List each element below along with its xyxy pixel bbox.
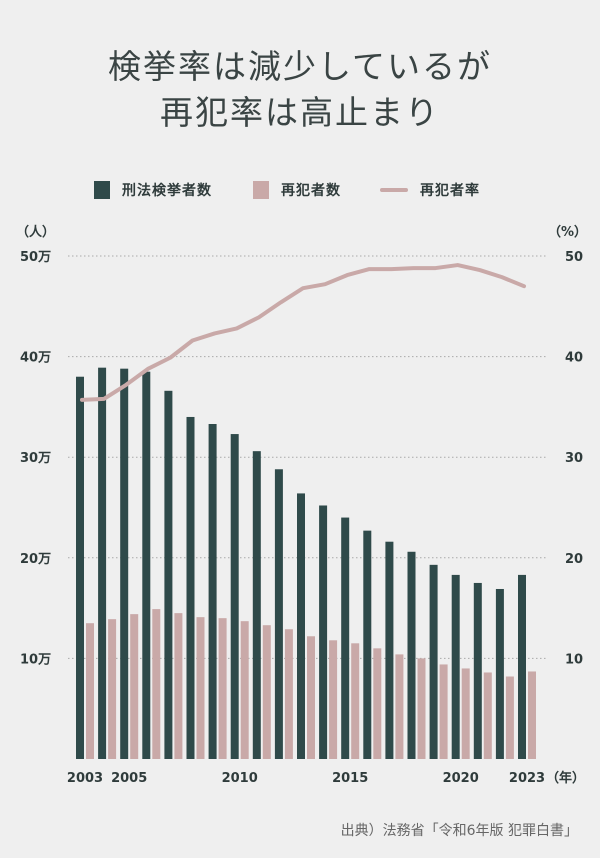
bar-repeat-2004 bbox=[108, 619, 117, 759]
legend-label-rate: 再犯者率 bbox=[420, 183, 480, 199]
bar-repeat-2013 bbox=[307, 636, 315, 759]
bar-arrests-2006 bbox=[142, 371, 151, 759]
x-tick-label: 2023 bbox=[509, 771, 545, 786]
bar-repeat-2007 bbox=[174, 613, 183, 759]
bar-repeat-2019 bbox=[439, 664, 448, 759]
bar-arrests-2004 bbox=[98, 367, 107, 759]
x-axis-unit: （年） bbox=[546, 770, 585, 786]
bar-repeat-2020 bbox=[461, 668, 470, 759]
right-tick-label: 30 bbox=[565, 451, 583, 466]
source-note: 出典）法務省「令和6年版 犯罪白書」 bbox=[340, 823, 578, 839]
right-axis-unit: （%） bbox=[548, 224, 587, 240]
x-tick-label: 2015 bbox=[332, 771, 368, 786]
legend-label-arrests: 刑法検挙者数 bbox=[122, 183, 212, 199]
title-line-1: 検挙率は減少しているが bbox=[107, 47, 492, 86]
legend-item-repeat: 再犯者数 bbox=[253, 180, 341, 200]
bar-arrests-2014 bbox=[319, 505, 328, 759]
left-tick-label: 30万 bbox=[20, 451, 51, 466]
title-line-2: 再犯率は高止まり bbox=[160, 93, 440, 132]
bar-arrests-2007 bbox=[164, 390, 173, 759]
bar-repeat-2009 bbox=[218, 618, 227, 759]
x-tick-label: 2010 bbox=[222, 771, 258, 786]
bar-arrests-2013 bbox=[297, 493, 305, 759]
bar-repeat-2018 bbox=[417, 658, 426, 759]
bar-repeat-2006 bbox=[152, 609, 161, 759]
x-tick-label: 2020 bbox=[443, 771, 479, 786]
bar-repeat-2005 bbox=[130, 614, 139, 759]
chart-title: 検挙率は減少しているが 再犯率は高止まり bbox=[0, 44, 600, 136]
x-tick-label: 2005 bbox=[111, 771, 147, 786]
legend-line-rate bbox=[380, 188, 408, 192]
right-tick-label: 50 bbox=[565, 250, 583, 265]
bar-repeat-2022 bbox=[505, 676, 514, 759]
bar-repeat-2015 bbox=[351, 643, 360, 759]
bar-arrests-2017 bbox=[385, 541, 394, 759]
left-tick-label: 50万 bbox=[20, 250, 51, 265]
bar-arrests-2009 bbox=[208, 424, 217, 759]
legend-label-repeat: 再犯者数 bbox=[281, 183, 341, 199]
bar-arrests-2003 bbox=[76, 376, 84, 759]
bar-repeat-2014 bbox=[329, 640, 338, 759]
bar-arrests-2023 bbox=[518, 574, 526, 759]
left-tick-label: 10万 bbox=[20, 652, 51, 667]
bar-arrests-2011 bbox=[252, 451, 261, 759]
bar-repeat-2011 bbox=[262, 625, 271, 759]
legend: 刑法検挙者数 再犯者数 再犯者率 bbox=[0, 180, 600, 204]
bar-repeat-2021 bbox=[483, 672, 492, 759]
bar-arrests-2019 bbox=[429, 564, 438, 759]
legend-swatch-arrests bbox=[94, 181, 110, 199]
bar-repeat-2017 bbox=[395, 654, 404, 759]
bar-arrests-2012 bbox=[274, 469, 283, 759]
bar-repeat-2008 bbox=[196, 617, 205, 759]
x-tick-label: 2003 bbox=[67, 771, 103, 786]
bar-arrests-2022 bbox=[495, 588, 504, 759]
bar-arrests-2018 bbox=[407, 551, 416, 759]
right-tick-label: 10 bbox=[565, 652, 583, 667]
left-tick-label: 40万 bbox=[20, 351, 51, 366]
legend-swatch-repeat bbox=[253, 181, 269, 199]
bar-arrests-2005 bbox=[120, 368, 129, 759]
left-axis-unit: （人） bbox=[16, 224, 55, 240]
bar-arrests-2016 bbox=[363, 530, 372, 759]
bar-arrests-2010 bbox=[230, 434, 239, 759]
bar-repeat-2003 bbox=[86, 623, 94, 759]
right-tick-label: 20 bbox=[565, 552, 583, 567]
bar-arrests-2008 bbox=[186, 416, 195, 759]
bar-repeat-2010 bbox=[240, 621, 249, 759]
bar-arrests-2020 bbox=[451, 574, 460, 759]
right-tick-label: 40 bbox=[565, 351, 583, 366]
bar-arrests-2015 bbox=[341, 517, 350, 759]
bar-repeat-2023 bbox=[528, 671, 536, 759]
legend-item-arrests: 刑法検挙者数 bbox=[94, 180, 212, 200]
bar-arrests-2021 bbox=[473, 582, 482, 759]
legend-item-rate: 再犯者率 bbox=[380, 180, 480, 200]
left-tick-label: 20万 bbox=[20, 552, 51, 567]
bar-repeat-2016 bbox=[373, 648, 382, 759]
bar-repeat-2012 bbox=[284, 629, 293, 759]
